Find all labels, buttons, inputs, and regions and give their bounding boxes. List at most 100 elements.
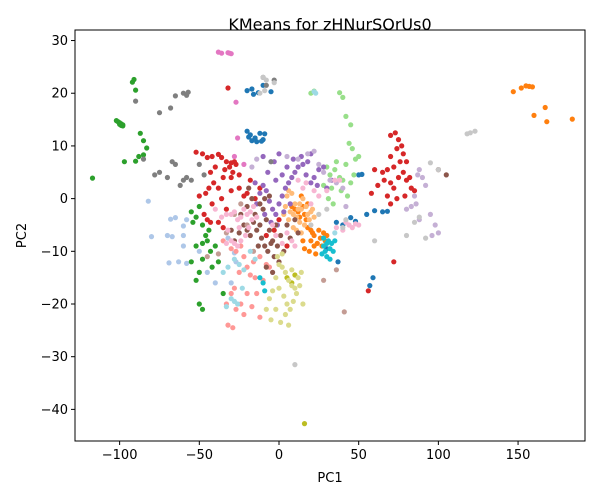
y-tick-label: −40 xyxy=(41,403,68,418)
point-cluster-6-43 xyxy=(388,132,394,138)
point-cluster-18-13 xyxy=(321,235,327,241)
point-cluster-15-13 xyxy=(411,219,418,225)
point-cluster-6-22 xyxy=(196,193,202,199)
point-cluster-13-20 xyxy=(225,227,231,233)
point-cluster-1-18 xyxy=(180,243,186,249)
point-cluster-8-37 xyxy=(279,172,285,178)
point-cluster-9-0 xyxy=(249,164,255,170)
point-cluster-19-6 xyxy=(235,301,241,307)
point-cluster-14-1 xyxy=(156,110,163,116)
point-cluster-14-3 xyxy=(172,93,178,99)
point-cluster-6-32 xyxy=(201,211,207,217)
x-tick-label: 50 xyxy=(350,448,367,463)
point-cluster-17-9 xyxy=(276,285,282,291)
point-cluster-19-7 xyxy=(223,304,229,310)
cluster-14 xyxy=(133,74,277,188)
point-cluster-5-9 xyxy=(356,153,362,160)
point-cluster-3-17 xyxy=(306,217,312,223)
y-tick-label: 30 xyxy=(51,34,68,49)
point-cluster-2-26 xyxy=(300,238,306,244)
point-cluster-4-0 xyxy=(89,175,96,181)
point-cluster-7-1 xyxy=(228,246,234,252)
point-cluster-9-20 xyxy=(432,222,438,228)
cluster-17 xyxy=(263,251,306,328)
point-cluster-8-5 xyxy=(273,211,279,217)
point-cluster-15-2 xyxy=(271,80,277,86)
point-cluster-6-16 xyxy=(228,174,234,181)
point-cluster-0-14 xyxy=(258,138,265,144)
point-cluster-9-5 xyxy=(305,151,311,157)
point-cluster-8-2 xyxy=(263,188,269,194)
point-cluster-13-33 xyxy=(333,225,339,231)
point-cluster-19-13 xyxy=(313,90,319,96)
point-cluster-6-35 xyxy=(220,225,226,231)
point-cluster-8-35 xyxy=(260,153,266,160)
point-cluster-6-10 xyxy=(222,167,228,173)
point-cluster-8-27 xyxy=(290,156,296,162)
point-cluster-6-40 xyxy=(276,217,282,223)
point-cluster-10-13 xyxy=(274,243,280,249)
point-cluster-15-17 xyxy=(316,211,322,217)
point-cluster-6-37 xyxy=(207,219,214,225)
point-cluster-2-5 xyxy=(531,112,537,118)
point-cluster-5-11 xyxy=(332,167,338,173)
point-cluster-6-15 xyxy=(236,172,242,178)
point-cluster-0-26 xyxy=(370,275,376,281)
point-cluster-14-22 xyxy=(268,159,274,165)
point-cluster-6-71 xyxy=(365,288,371,294)
point-cluster-10-3 xyxy=(263,217,269,223)
point-cluster-6-65 xyxy=(394,196,400,202)
point-cluster-5-6 xyxy=(346,140,352,146)
point-cluster-13-21 xyxy=(236,225,242,231)
point-cluster-3-15 xyxy=(303,203,309,210)
point-cluster-18-14 xyxy=(327,256,333,262)
point-cluster-6-0 xyxy=(193,149,199,155)
point-cluster-17-15 xyxy=(297,283,303,289)
point-cluster-17-18 xyxy=(273,306,279,312)
point-cluster-7-7 xyxy=(252,275,258,281)
point-cluster-15-11 xyxy=(343,217,349,223)
point-cluster-6-51 xyxy=(388,153,394,160)
point-cluster-10-39 xyxy=(262,196,268,202)
point-cluster-4-18 xyxy=(133,158,139,164)
point-cluster-13-23 xyxy=(316,193,322,199)
point-cluster-0-28 xyxy=(335,259,341,265)
point-cluster-11-2 xyxy=(341,309,347,315)
point-cluster-13-29 xyxy=(349,225,355,231)
point-cluster-6-27 xyxy=(244,190,250,196)
point-cluster-6-38 xyxy=(225,85,231,91)
point-cluster-4-24 xyxy=(204,238,210,244)
point-cluster-14-9 xyxy=(156,169,163,175)
point-cluster-4-35 xyxy=(196,301,202,307)
cluster-9 xyxy=(249,148,441,239)
point-cluster-4-39 xyxy=(203,232,209,239)
point-cluster-18-10 xyxy=(332,238,338,244)
point-cluster-1-2 xyxy=(168,216,174,222)
point-cluster-13-17 xyxy=(246,225,252,231)
point-cluster-8-3 xyxy=(266,198,272,204)
point-cluster-8-1 xyxy=(260,182,266,188)
point-cluster-5-22 xyxy=(344,193,351,199)
point-cluster-10-38 xyxy=(246,185,252,191)
point-cluster-1-4 xyxy=(164,232,170,239)
point-cluster-9-1 xyxy=(254,156,260,162)
point-cluster-6-4 xyxy=(215,151,221,157)
point-cluster-2-31 xyxy=(313,251,319,257)
point-cluster-13-34 xyxy=(284,230,290,236)
point-cluster-9-6 xyxy=(311,148,317,154)
point-cluster-15-14 xyxy=(416,214,422,220)
point-cluster-5-17 xyxy=(329,185,335,191)
point-cluster-6-63 xyxy=(411,188,418,194)
point-cluster-10-11 xyxy=(268,240,274,246)
point-cluster-8-11 xyxy=(292,169,298,175)
point-cluster-8-31 xyxy=(316,167,322,173)
point-cluster-9-4 xyxy=(295,156,301,162)
point-cluster-19-9 xyxy=(220,269,226,275)
point-cluster-2-7 xyxy=(544,119,550,125)
point-cluster-8-9 xyxy=(286,180,292,186)
point-cluster-12-8 xyxy=(241,161,247,167)
point-cluster-8-7 xyxy=(279,193,285,199)
point-cluster-0-5 xyxy=(268,89,274,95)
point-cluster-15-15 xyxy=(423,235,429,241)
